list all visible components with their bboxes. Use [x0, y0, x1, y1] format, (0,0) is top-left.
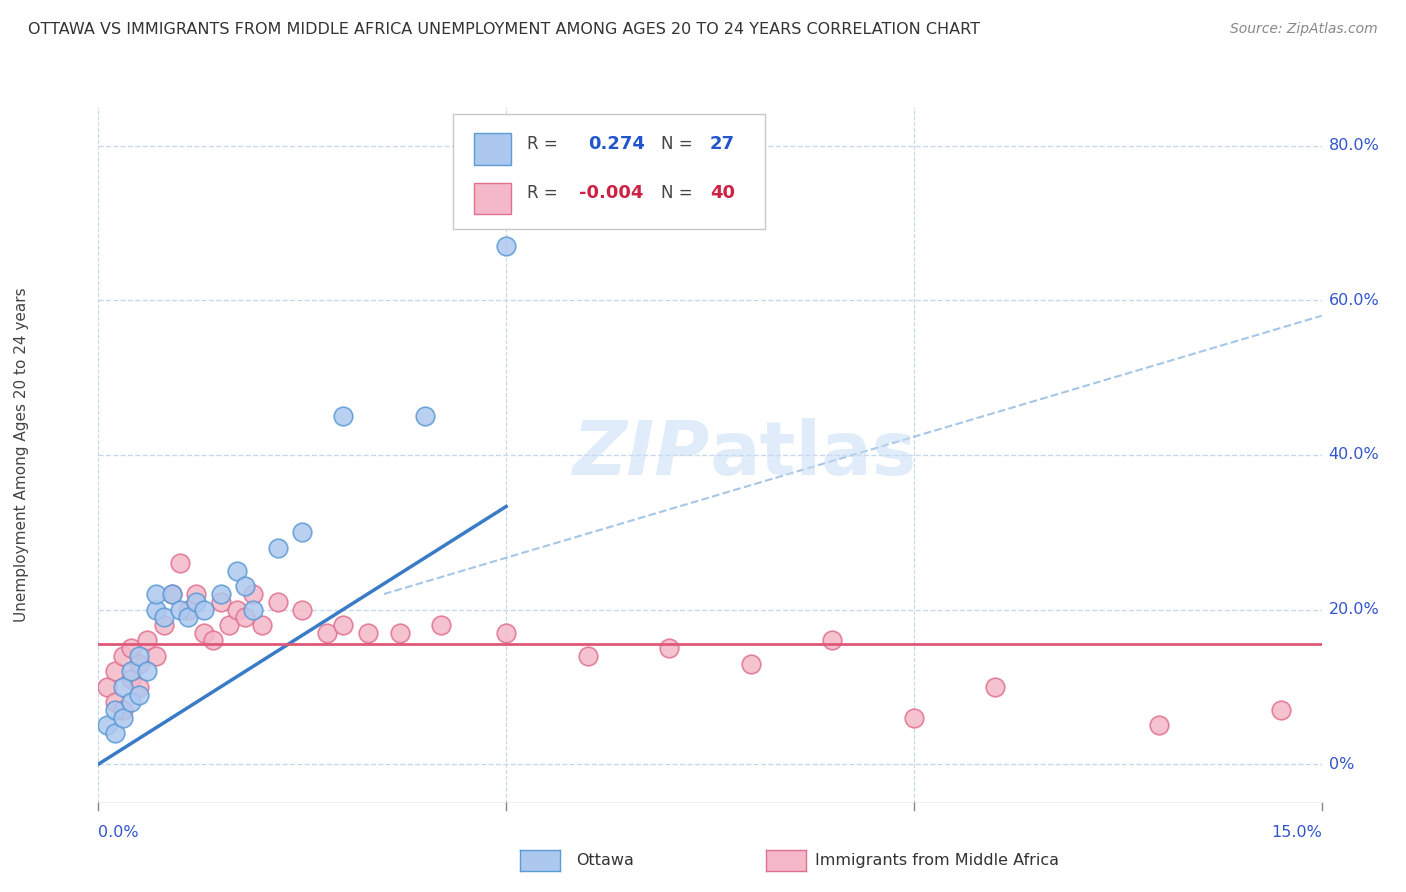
Point	[209, 587, 232, 601]
Point	[332, 618, 354, 632]
Point	[332, 409, 354, 424]
Point	[152, 610, 174, 624]
Text: 27: 27	[710, 135, 735, 153]
Text: atlas: atlas	[710, 418, 917, 491]
Point	[226, 602, 249, 616]
Text: R =: R =	[526, 135, 557, 153]
Point	[128, 680, 150, 694]
Point	[120, 695, 142, 709]
Point	[111, 711, 134, 725]
Text: Ottawa: Ottawa	[576, 854, 634, 868]
Point	[145, 587, 167, 601]
Point	[104, 695, 127, 709]
Point	[209, 595, 232, 609]
Text: ZIP: ZIP	[572, 418, 710, 491]
Point	[356, 625, 378, 640]
Point	[111, 648, 134, 663]
Point	[120, 665, 142, 679]
Point	[160, 587, 183, 601]
Text: 0.274: 0.274	[588, 135, 644, 153]
Point	[291, 525, 314, 540]
Point	[250, 618, 273, 632]
Point	[104, 726, 127, 740]
FancyBboxPatch shape	[474, 133, 510, 164]
Point	[128, 688, 150, 702]
Point	[430, 618, 453, 632]
Point	[96, 718, 118, 732]
Point	[984, 680, 1007, 694]
Text: 0.0%: 0.0%	[98, 825, 139, 840]
Point	[136, 633, 159, 648]
Point	[242, 602, 264, 616]
Point	[193, 602, 215, 616]
Text: OTTAWA VS IMMIGRANTS FROM MIDDLE AFRICA UNEMPLOYMENT AMONG AGES 20 TO 24 YEARS C: OTTAWA VS IMMIGRANTS FROM MIDDLE AFRICA …	[28, 22, 980, 37]
Text: 0%: 0%	[1329, 756, 1354, 772]
Point	[576, 648, 599, 663]
Point	[128, 648, 150, 663]
Point	[128, 657, 150, 671]
Point	[389, 625, 412, 640]
FancyBboxPatch shape	[474, 183, 510, 214]
Text: N =: N =	[661, 185, 693, 202]
Point	[218, 618, 240, 632]
Text: Source: ZipAtlas.com: Source: ZipAtlas.com	[1230, 22, 1378, 37]
FancyBboxPatch shape	[453, 114, 765, 229]
Point	[495, 239, 517, 253]
Point	[1270, 703, 1292, 717]
Point	[291, 602, 314, 616]
Point	[136, 665, 159, 679]
Point	[152, 618, 174, 632]
Point	[145, 602, 167, 616]
Point	[233, 610, 256, 624]
Text: Immigrants from Middle Africa: Immigrants from Middle Africa	[815, 854, 1060, 868]
Text: 60.0%: 60.0%	[1329, 293, 1379, 308]
Point	[267, 541, 290, 555]
Point	[903, 711, 925, 725]
Text: N =: N =	[661, 135, 693, 153]
Point	[186, 595, 208, 609]
Point	[413, 409, 436, 424]
Point	[658, 641, 681, 656]
Text: 80.0%: 80.0%	[1329, 138, 1379, 153]
Text: 40: 40	[710, 185, 735, 202]
Point	[821, 633, 844, 648]
Point	[267, 595, 290, 609]
Point	[740, 657, 762, 671]
Point	[242, 587, 264, 601]
Point	[96, 680, 118, 694]
Text: 40.0%: 40.0%	[1329, 448, 1379, 462]
Point	[177, 610, 200, 624]
Point	[201, 633, 224, 648]
Text: R =: R =	[526, 185, 557, 202]
Text: -0.004: -0.004	[579, 185, 644, 202]
Point	[111, 680, 134, 694]
Point	[186, 587, 208, 601]
Point	[104, 665, 127, 679]
Point	[104, 703, 127, 717]
Point	[169, 556, 191, 570]
Text: 15.0%: 15.0%	[1271, 825, 1322, 840]
Point	[1147, 718, 1170, 732]
Point	[120, 672, 142, 686]
Point	[226, 564, 249, 578]
Point	[233, 579, 256, 593]
Point	[169, 602, 191, 616]
Point	[160, 587, 183, 601]
Point	[177, 602, 200, 616]
Point	[315, 625, 337, 640]
Text: Unemployment Among Ages 20 to 24 years: Unemployment Among Ages 20 to 24 years	[14, 287, 28, 623]
Text: 20.0%: 20.0%	[1329, 602, 1379, 617]
Point	[145, 648, 167, 663]
Point	[111, 703, 134, 717]
Point	[495, 625, 517, 640]
Point	[193, 625, 215, 640]
Point	[120, 641, 142, 656]
